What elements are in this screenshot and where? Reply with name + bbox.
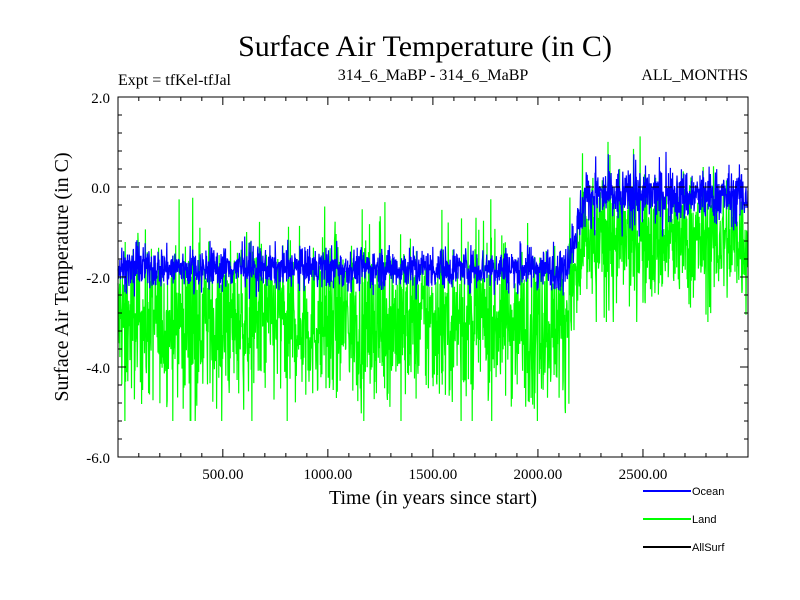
y-tick-label: 0.0 [91,181,110,197]
y-tick-label: -6.0 [86,451,110,467]
x-tick-label: 1000.00 [303,467,352,483]
y-tick-label: -4.0 [86,361,110,377]
series-line-ocean [117,151,749,300]
x-tick-label: 2500.00 [619,467,668,483]
x-axis-label: Time (in years since start) [329,487,537,509]
y-tick-label: 2.0 [91,91,110,107]
x-tick-label: 2000.00 [514,467,563,483]
months-label: ALL_MONTHS [641,67,748,84]
x-tick-label: 500.00 [202,467,243,483]
axis-layer: 500.00 1000.00 1500.00 2000.00 2500.00 -6.0 -4… [86,91,748,483]
legend: Ocean Land AllSurf [643,486,725,554]
legend-label-land: Land [692,514,716,526]
series-layer [117,136,749,422]
chart-title: Surface Air Temperature (in C) [238,30,612,63]
series-line-land [117,136,749,422]
x-tick-label: 1500.00 [409,467,458,483]
comparison-label: 314_6_MaBP - 314_6_MaBP [338,67,529,84]
y-tick-label: -2.0 [86,271,110,287]
experiment-label: Expt = tfKel-tfJal [118,72,232,89]
legend-label-allsurf: AllSurf [692,542,725,554]
legend-label-ocean: Ocean [692,486,724,498]
y-axis-label: Surface Air Temperature (in C) [51,152,73,401]
